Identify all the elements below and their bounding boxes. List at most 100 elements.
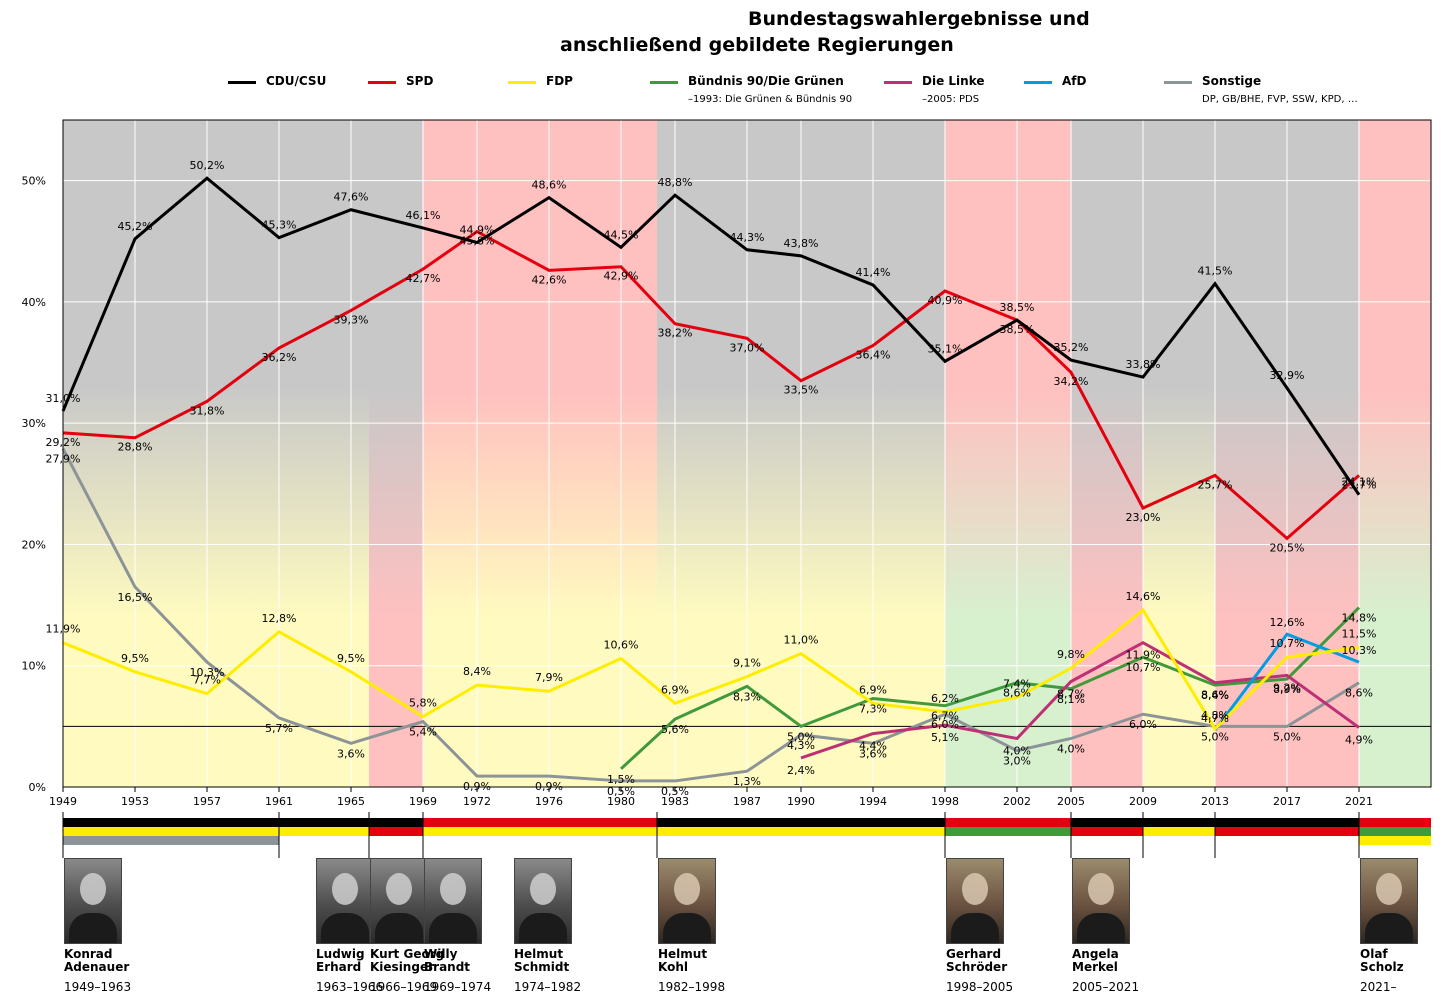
chancellor-photo (1072, 858, 1130, 944)
coalition-bar (945, 818, 1071, 827)
coalition-bar (657, 827, 945, 836)
election-chart: 27,9%16,5%10,3%5,7%3,6%5,4%0,9% 0,9% 0,5% 0… (22, 119, 1432, 858)
data-label: 7,4% (1003, 677, 1031, 690)
data-label: 12,6% (1270, 616, 1305, 629)
data-label: 6,2% (931, 692, 959, 705)
series-line-spd (62, 229, 1360, 541)
chancellor-card: Helmut Schmidt 1974–1982 (514, 858, 614, 994)
data-label: 5,0% (1273, 730, 1301, 743)
coalition-bar (657, 818, 945, 827)
x-tick-label: 2021 (1345, 795, 1373, 808)
data-label: 6,7% (931, 710, 959, 723)
data-label: 14,6% (1126, 590, 1161, 603)
data-label: 8,3% (733, 690, 761, 703)
data-label: 6,9% (859, 683, 887, 696)
data-label: 32,9% (1270, 369, 1305, 382)
data-label: 6,0% (931, 718, 959, 731)
data-label: 5,6% (661, 723, 689, 736)
legend-label-afd: AfD (1062, 74, 1087, 88)
data-label: 3,6% (337, 747, 365, 760)
data-label: 42,9% (604, 270, 639, 283)
title-line-2: anschließend gebildete Regierungen (560, 34, 954, 56)
legend-label-spd: SPD (406, 74, 434, 88)
x-tick-label: 2002 (1003, 795, 1031, 808)
chancellor-term: 2005–2021 (1072, 980, 1140, 994)
data-label: 8,6% (1201, 689, 1229, 702)
data-label: 8,6% (1003, 687, 1031, 700)
data-label: 7,3% (859, 702, 887, 715)
data-label: 8,9% (1273, 683, 1301, 696)
government-band (63, 120, 279, 787)
chancellor-name: Olaf Scholz (1360, 947, 1404, 974)
data-label: 10,3% (190, 666, 225, 679)
x-tick-label: 1998 (931, 795, 959, 808)
x-tick-label: 1953 (121, 795, 149, 808)
chancellor-photo (424, 858, 482, 944)
government-band (1359, 120, 1431, 787)
chancellor-photo (64, 858, 122, 944)
data-label: 8,1% (1057, 693, 1085, 706)
chancellor-photo (658, 858, 716, 944)
legend-swatch-gruene (650, 81, 678, 84)
chancellor-term: 1963–1966 (316, 980, 384, 994)
legend-note-linke: –2005: PDS (922, 94, 980, 105)
x-tick-label: 1957 (193, 795, 221, 808)
legend-swatch-cdu (228, 81, 256, 84)
data-label: 45,8% (460, 235, 495, 248)
data-label: 24,1% (1342, 476, 1377, 489)
data-label: 48,6% (532, 179, 567, 192)
x-tick-label: 1990 (787, 795, 815, 808)
data-label: 6,9% (661, 683, 689, 696)
data-label: 9,5% (121, 652, 149, 665)
data-label: 25,7% (1342, 478, 1377, 491)
coalition-bar (1143, 827, 1215, 836)
x-tick-label: 1987 (733, 795, 761, 808)
legend-label-gruene: Bündnis 90/Die Grünen (688, 74, 844, 88)
series-line-fdp (62, 607, 1360, 732)
chancellor-card: Ludwig Erhard 1963–1966 (316, 858, 416, 994)
coalition-bar (279, 818, 369, 827)
chancellor-photo (946, 858, 1004, 944)
data-label: 4,8% (1201, 709, 1229, 722)
chancellor-card: Willy Brandt 1969–1974 (424, 858, 524, 994)
data-label: 10,6% (604, 638, 639, 651)
x-tick-label: 1980 (607, 795, 635, 808)
chancellor-name: Helmut Schmidt (514, 947, 570, 974)
data-label: 4,0% (1003, 744, 1031, 757)
series-line-afd (1213, 632, 1360, 731)
data-label: 10,7% (1126, 661, 1161, 674)
chancellor-card: Konrad Adenauer 1949–1963 (64, 858, 164, 994)
legend-swatch-fdp (508, 81, 536, 84)
chancellor-photo (316, 858, 374, 944)
series-line-b-ndnis-die-gr-nen (619, 606, 1361, 770)
data-label: 5,7% (265, 722, 293, 735)
data-label: 5,0% (1201, 730, 1229, 743)
coalition-bar (423, 827, 657, 836)
data-label: 44,9% (460, 223, 495, 236)
data-label: 2,4% (787, 764, 815, 777)
data-label: 45,2% (118, 220, 153, 233)
data-label: 9,1% (733, 657, 761, 670)
legend-label-linke: Die Linke (922, 74, 985, 88)
chancellor-name: Ludwig Erhard (316, 947, 365, 974)
data-label: 16,5% (118, 591, 153, 604)
x-tick-label: 1972 (463, 795, 491, 808)
data-label: 4,4% (859, 740, 887, 753)
legend-label-cdu: CDU/CSU (266, 74, 327, 88)
data-label: 42,7% (406, 272, 441, 285)
data-label: 36,2% (262, 351, 297, 364)
government-band (1143, 120, 1215, 787)
coalition-bar (1359, 818, 1431, 827)
data-label: 44,3% (730, 231, 765, 244)
data-label: 48,8% (658, 176, 693, 189)
data-label: 10,7% (1270, 637, 1305, 650)
coalition-bar (369, 827, 423, 836)
chancellor-name: Willy Brandt (424, 947, 471, 974)
coalition-bar (1359, 836, 1431, 845)
data-label: 7,7% (193, 674, 221, 687)
data-label: 8,7% (1057, 687, 1085, 700)
data-label: 34,2% (1054, 375, 1089, 388)
legend-note-sonstige: DP, GB/BHE, FVP, SSW, KPD, … (1202, 94, 1358, 105)
x-tick-label: 2017 (1273, 795, 1301, 808)
data-label: 9,8% (1057, 648, 1085, 661)
